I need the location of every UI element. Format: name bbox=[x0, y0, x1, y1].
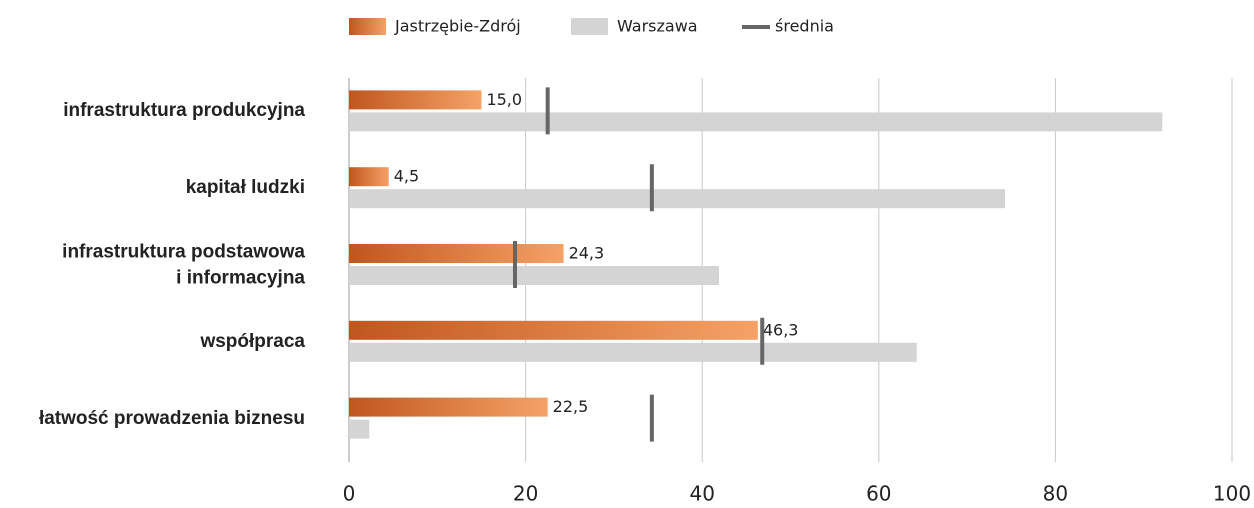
value-label: 46,3 bbox=[763, 320, 799, 339]
legend-label: średnia bbox=[775, 17, 834, 36]
bar bbox=[349, 342, 917, 362]
category-label: infrastruktura produkcyjna bbox=[63, 100, 305, 122]
x-tick-label: 40 bbox=[689, 482, 714, 506]
legend-label: Warszawa bbox=[617, 17, 698, 36]
category-label: infrastruktura podstawowa i informacyjna bbox=[62, 241, 305, 288]
x-tick-label: 60 bbox=[866, 482, 891, 506]
category-label: współpraca bbox=[200, 330, 305, 352]
value-label: 4,5 bbox=[394, 167, 419, 186]
x-tick-label: 20 bbox=[513, 482, 538, 506]
value-label: 15,0 bbox=[486, 90, 522, 109]
legend-swatch bbox=[349, 18, 386, 35]
bar bbox=[349, 90, 482, 110]
bar bbox=[349, 419, 370, 439]
value-label: 22,5 bbox=[553, 397, 589, 416]
x-tick-label: 100 bbox=[1213, 482, 1251, 506]
legend-label: Jastrzębie-Zdrój bbox=[394, 17, 521, 36]
bar bbox=[349, 244, 564, 263]
bar bbox=[349, 320, 758, 340]
category-label: łatwość prowadzenia biznesu bbox=[38, 407, 305, 429]
legend-swatch bbox=[571, 18, 608, 35]
bar bbox=[349, 189, 1006, 209]
bar bbox=[349, 167, 389, 187]
x-tick-label: 80 bbox=[1043, 482, 1068, 506]
bar bbox=[349, 397, 548, 417]
bar bbox=[349, 112, 1163, 132]
value-label: 24,3 bbox=[569, 244, 605, 263]
bar bbox=[349, 266, 719, 285]
x-tick-label: 0 bbox=[343, 482, 356, 506]
category-label: kapitał ludzki bbox=[185, 177, 305, 199]
